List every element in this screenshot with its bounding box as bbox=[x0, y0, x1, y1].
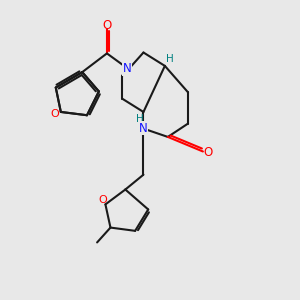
Text: H: H bbox=[136, 114, 144, 124]
Text: N: N bbox=[123, 62, 131, 75]
Text: N: N bbox=[139, 122, 148, 134]
Text: O: O bbox=[203, 146, 213, 160]
Text: H: H bbox=[166, 54, 174, 64]
Text: O: O bbox=[50, 109, 59, 119]
Text: O: O bbox=[99, 195, 107, 205]
Text: O: O bbox=[102, 19, 112, 32]
